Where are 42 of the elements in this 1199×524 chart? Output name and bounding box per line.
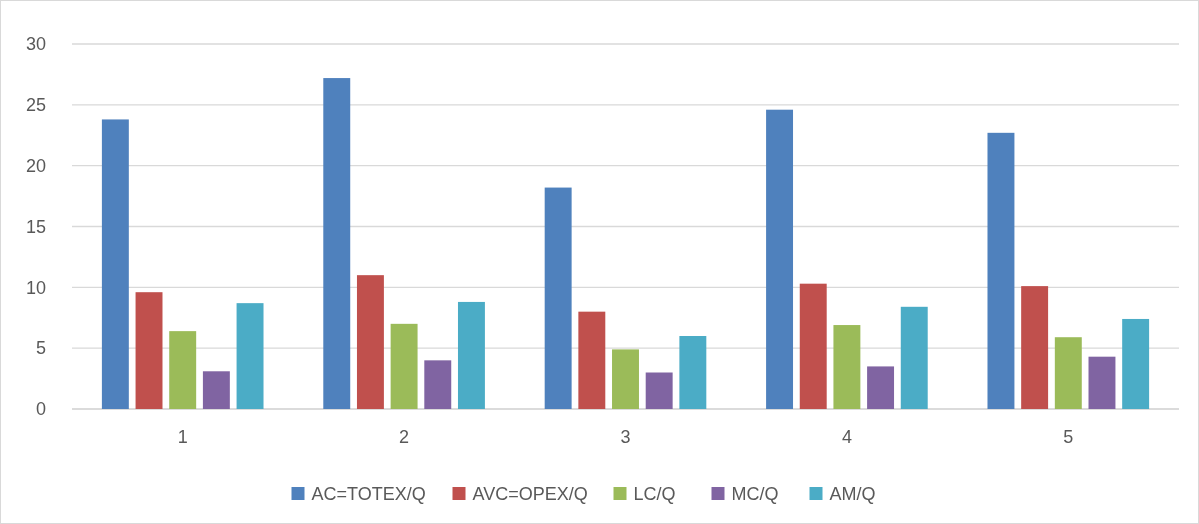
bar [390,323,418,409]
bar [1021,286,1049,409]
legend-label: AM/Q [829,484,876,505]
bar [323,78,351,409]
bar [766,109,794,409]
bar [679,336,707,409]
y-tick-label: 25 [25,95,46,116]
legend-label: AC=TOTEX/Q [311,484,426,505]
bar [135,292,163,409]
x-tick-label: 1 [177,427,188,447]
x-tick-label: 4 [841,427,852,447]
bar [101,119,129,409]
bar [1054,337,1082,409]
y-tick-label: 20 [25,155,46,176]
bar [424,360,452,409]
bar [833,325,861,409]
legend-label: LC/Q [633,484,676,505]
y-tick-label: 5 [35,338,46,359]
y-tick-label: 15 [25,216,46,237]
bar [645,372,673,409]
x-tick-label: 3 [620,427,631,447]
legend-label: AVC=OPEX/Q [472,484,588,505]
bar [236,303,264,409]
bar [867,366,895,409]
bar [578,311,606,409]
bar [1088,356,1116,409]
bar [356,275,384,409]
legend-label: MC/Q [731,484,779,505]
y-tick-label: 10 [25,277,46,298]
bar [612,349,639,409]
bar [1122,318,1150,409]
x-tick-label: 2 [399,427,410,447]
bar [544,187,572,409]
bar [900,306,928,409]
bar [457,301,485,409]
bar [799,283,827,409]
bar [169,331,197,409]
y-tick-label: 0 [35,399,46,420]
y-tick-label: 30 [25,34,46,55]
bar [202,371,230,409]
x-tick-label: 5 [1063,427,1074,447]
bar [987,132,1015,409]
